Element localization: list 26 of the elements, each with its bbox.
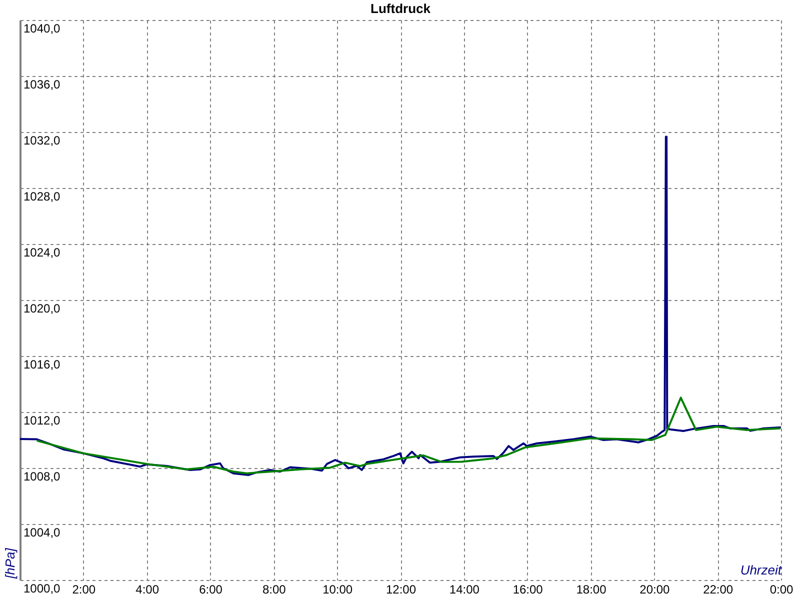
y-tick-label: 1032,0 xyxy=(24,134,61,148)
x-tick-label: 8:00 xyxy=(262,582,286,596)
x-tick-label: 0:00 xyxy=(770,582,794,596)
y-tick-label: 1020,0 xyxy=(24,302,61,316)
x-tick-label: 20:00 xyxy=(640,582,670,596)
x-tick-label: 16:00 xyxy=(512,582,544,596)
x-tick-label: 4:00 xyxy=(136,582,160,596)
y-tick-label: 1024,0 xyxy=(24,246,61,260)
x-tick-label: 10:00 xyxy=(322,582,353,596)
y-tick-label: 1040,0 xyxy=(24,22,61,36)
x-axis-title: Uhrzeit xyxy=(740,562,783,578)
x-tick-label: 22:00 xyxy=(703,582,734,596)
x-tick-label: 6:00 xyxy=(199,582,223,596)
x-tick-label: 14:00 xyxy=(449,582,480,596)
x-tick-label: 18:00 xyxy=(576,582,607,596)
y-tick-label: 1000,0 xyxy=(24,582,61,596)
y-tick-label: 1008,0 xyxy=(24,470,61,484)
x-tick-label: 2:00 xyxy=(72,582,96,596)
y-tick-label: 1028,0 xyxy=(24,190,61,204)
y-tick-label: 1036,0 xyxy=(24,78,61,92)
y-axis-title: [hPa] xyxy=(2,548,18,580)
x-tick-label: 12:00 xyxy=(386,582,416,596)
chart-title: Luftdruck xyxy=(370,1,432,16)
y-tick-label: 1016,0 xyxy=(24,358,61,372)
y-tick-label: 1012,0 xyxy=(24,414,61,428)
y-tick-label: 1004,0 xyxy=(24,526,61,540)
